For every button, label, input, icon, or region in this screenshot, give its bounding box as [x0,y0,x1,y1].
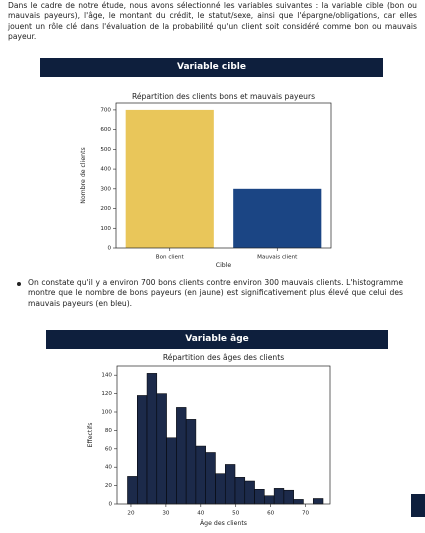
histogram-bar [176,407,187,505]
histogram-bar [244,480,255,505]
x-axis-label: Âge des clients [200,518,247,527]
x-tick-label: 30 [162,511,170,517]
x-tick-label: Mauvais client [257,255,298,261]
x-axis-label: Cible [216,262,232,269]
x-tick-label: 60 [267,511,275,517]
histogram-bar [293,499,304,505]
y-tick-label: 120 [101,391,112,397]
histogram-bar [312,498,324,505]
x-tick-label: 40 [197,511,205,517]
y-tick-label: 300 [100,186,111,192]
histogram-bar [127,476,138,505]
bar [233,188,322,248]
histogram-bar [185,419,197,505]
histogram-bar [264,495,275,505]
y-tick-label: 500 [100,147,111,153]
bar-chart: Répartition des clients bons et mauvais … [80,92,332,269]
y-tick-label: 80 [105,428,113,434]
x-tick-label: 50 [232,511,240,517]
histogram-bar [273,488,285,505]
y-tick-label: 60 [105,446,113,452]
y-tick-label: 200 [100,206,111,212]
x-tick-label: 70 [302,511,310,517]
histogram-chart: Répartition des âges des clients Âge des … [87,353,331,527]
histogram-bar [234,477,246,505]
histogram-bar [283,489,294,505]
x-tick-label: Bon client [156,255,185,261]
histogram-bar [166,437,177,505]
bullet-dot [17,282,21,286]
x-tick-label: 20 [127,511,135,517]
histogram-bar [254,489,265,505]
intro-paragraph: Dans le cadre de notre étude, nous avons… [8,1,417,42]
histogram-bar [205,452,216,505]
histogram-bar [224,464,236,505]
bar [125,109,214,249]
side-tab [411,494,425,517]
axes-frame [116,365,331,505]
y-axis-label: Nombre de clients [80,147,87,203]
y-tick-label: 600 [100,127,111,133]
y-tick-label: 0 [108,502,112,508]
axes-frame [115,102,332,249]
y-tick-label: 0 [107,246,111,252]
histogram-bar [215,473,226,505]
histogram-bar [137,395,148,505]
y-tick-label: 40 [105,465,113,471]
bullet-text: On constate qu'il y a environ 700 bons c… [28,278,403,308]
section-heading: Variable âge [46,330,388,349]
histogram-bar [156,393,167,505]
y-tick-label: 400 [100,167,111,173]
histogram-bar [195,445,206,505]
y-tick-label: 140 [101,373,112,379]
chart-title: Répartition des âges des clients [163,353,284,362]
y-axis-label: Effectifs [87,423,94,448]
chart-title: Répartition des clients bons et mauvais … [132,92,315,101]
y-tick-label: 20 [105,483,113,489]
section-heading: Variable cible [40,58,383,77]
y-tick-label: 100 [100,226,111,232]
histogram-bar [146,373,158,505]
y-tick-label: 700 [100,107,111,113]
y-tick-label: 100 [101,410,112,416]
